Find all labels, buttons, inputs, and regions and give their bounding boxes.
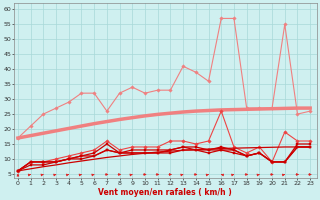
X-axis label: Vent moyen/en rafales ( km/h ): Vent moyen/en rafales ( km/h ) <box>99 188 232 197</box>
